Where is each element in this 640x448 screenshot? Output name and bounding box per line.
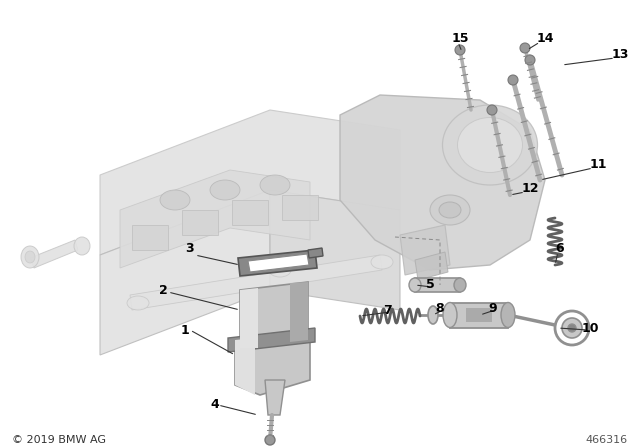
Polygon shape bbox=[240, 282, 308, 348]
Ellipse shape bbox=[442, 105, 538, 185]
Polygon shape bbox=[400, 225, 450, 275]
Text: 15: 15 bbox=[451, 31, 468, 44]
Ellipse shape bbox=[508, 75, 518, 85]
Ellipse shape bbox=[210, 180, 240, 200]
Ellipse shape bbox=[409, 278, 421, 292]
Ellipse shape bbox=[371, 255, 393, 269]
Ellipse shape bbox=[25, 251, 35, 263]
Ellipse shape bbox=[160, 190, 190, 210]
Text: 11: 11 bbox=[589, 159, 607, 172]
Ellipse shape bbox=[443, 302, 457, 327]
Ellipse shape bbox=[439, 202, 461, 218]
Ellipse shape bbox=[520, 43, 530, 53]
Ellipse shape bbox=[127, 296, 149, 310]
Polygon shape bbox=[270, 190, 400, 310]
Polygon shape bbox=[415, 252, 448, 280]
Text: 6: 6 bbox=[556, 241, 564, 254]
Text: 12: 12 bbox=[521, 181, 539, 194]
Text: 13: 13 bbox=[611, 48, 628, 61]
Text: 5: 5 bbox=[426, 279, 435, 292]
Text: 8: 8 bbox=[436, 302, 444, 314]
Polygon shape bbox=[282, 195, 318, 220]
Text: 4: 4 bbox=[211, 399, 220, 412]
Polygon shape bbox=[228, 328, 315, 352]
Polygon shape bbox=[450, 303, 508, 328]
Text: 7: 7 bbox=[383, 303, 392, 316]
Ellipse shape bbox=[568, 324, 576, 332]
Polygon shape bbox=[235, 330, 310, 395]
Polygon shape bbox=[100, 190, 270, 355]
Polygon shape bbox=[415, 278, 460, 292]
Ellipse shape bbox=[458, 117, 522, 172]
Ellipse shape bbox=[260, 175, 290, 195]
Text: 466316: 466316 bbox=[586, 435, 628, 445]
Ellipse shape bbox=[562, 318, 582, 338]
Polygon shape bbox=[100, 110, 400, 255]
Ellipse shape bbox=[269, 263, 291, 277]
Ellipse shape bbox=[525, 55, 535, 65]
Ellipse shape bbox=[555, 311, 589, 345]
Polygon shape bbox=[240, 288, 258, 348]
Ellipse shape bbox=[455, 45, 465, 55]
Polygon shape bbox=[120, 170, 310, 268]
Polygon shape bbox=[466, 308, 492, 322]
Polygon shape bbox=[132, 225, 168, 250]
Polygon shape bbox=[248, 254, 309, 272]
Ellipse shape bbox=[21, 246, 39, 268]
Polygon shape bbox=[232, 200, 268, 225]
Text: 9: 9 bbox=[489, 302, 497, 314]
Polygon shape bbox=[130, 255, 382, 310]
Text: 10: 10 bbox=[581, 322, 599, 335]
Polygon shape bbox=[235, 338, 255, 395]
Ellipse shape bbox=[430, 195, 470, 225]
Ellipse shape bbox=[265, 435, 275, 445]
Text: 14: 14 bbox=[536, 31, 554, 44]
Polygon shape bbox=[30, 240, 78, 268]
Ellipse shape bbox=[74, 237, 90, 255]
Text: 2: 2 bbox=[159, 284, 168, 297]
Polygon shape bbox=[238, 250, 317, 276]
Ellipse shape bbox=[454, 278, 466, 292]
Text: © 2019 BMW AG: © 2019 BMW AG bbox=[12, 435, 106, 445]
Polygon shape bbox=[340, 95, 545, 270]
Polygon shape bbox=[290, 282, 308, 342]
Polygon shape bbox=[182, 210, 218, 235]
Ellipse shape bbox=[487, 105, 497, 115]
Ellipse shape bbox=[428, 306, 438, 324]
Polygon shape bbox=[265, 380, 285, 415]
Text: 3: 3 bbox=[186, 241, 195, 254]
Polygon shape bbox=[308, 248, 323, 258]
Ellipse shape bbox=[501, 302, 515, 327]
Text: 1: 1 bbox=[180, 323, 189, 336]
